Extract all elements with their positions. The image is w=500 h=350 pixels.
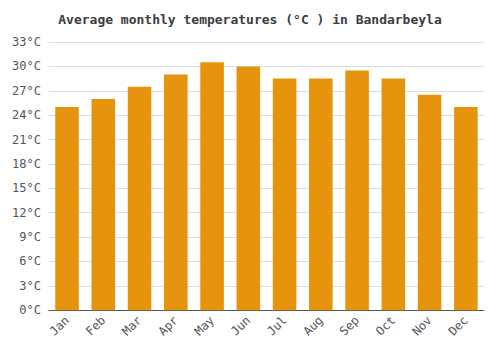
svg-text:Dec: Dec xyxy=(446,313,471,338)
svg-text:30°C: 30°C xyxy=(12,59,41,73)
svg-text:33°C: 33°C xyxy=(12,35,41,49)
svg-text:Oct: Oct xyxy=(373,313,398,338)
svg-text:Jul: Jul xyxy=(264,313,289,338)
svg-text:Average monthly temperatures (: Average monthly temperatures (°C ) in Ba… xyxy=(58,12,442,27)
svg-text:Apr: Apr xyxy=(156,313,181,338)
svg-text:21°C: 21°C xyxy=(12,133,41,147)
svg-text:9°C: 9°C xyxy=(19,230,41,244)
svg-text:Aug: Aug xyxy=(301,313,326,338)
svg-text:Sep: Sep xyxy=(337,313,362,338)
svg-text:Jan: Jan xyxy=(47,313,72,338)
svg-text:6°C: 6°C xyxy=(19,254,41,268)
svg-text:27°C: 27°C xyxy=(12,84,41,98)
svg-text:3°C: 3°C xyxy=(19,279,41,293)
svg-text:15°C: 15°C xyxy=(12,181,41,195)
svg-text:Nov: Nov xyxy=(409,313,434,338)
svg-text:Feb: Feb xyxy=(83,313,108,338)
svg-text:12°C: 12°C xyxy=(12,206,41,220)
svg-text:May: May xyxy=(192,313,217,338)
svg-text:Mar: Mar xyxy=(119,313,144,338)
svg-text:0°C: 0°C xyxy=(19,303,41,317)
svg-text:24°C: 24°C xyxy=(12,108,41,122)
svg-text:Jun: Jun xyxy=(228,313,253,338)
svg-text:18°C: 18°C xyxy=(12,157,41,171)
